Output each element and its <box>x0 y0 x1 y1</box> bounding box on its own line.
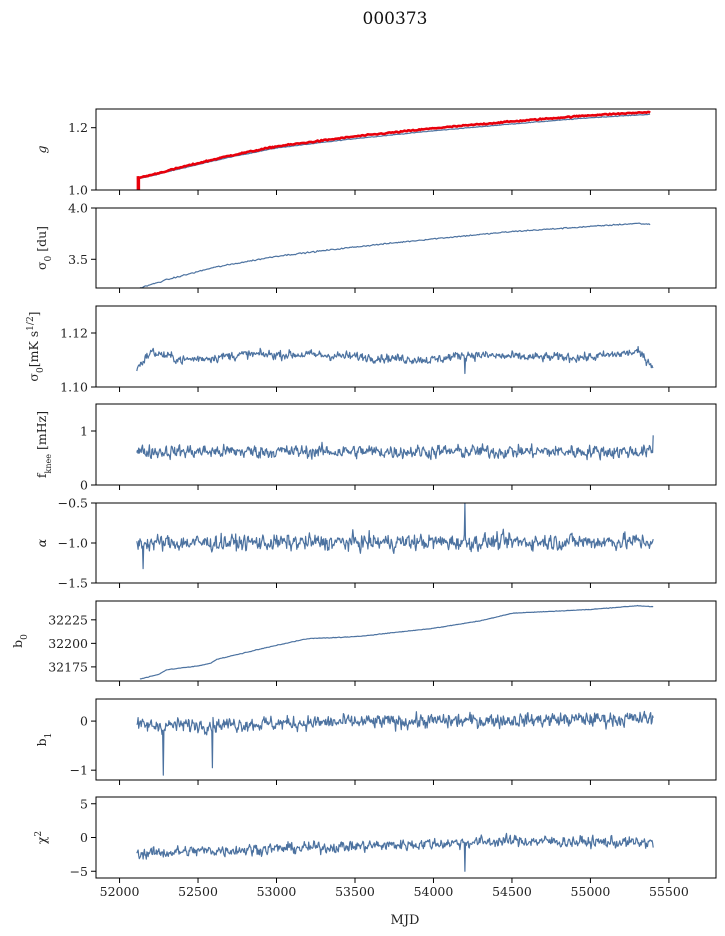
y-tick-label: 32225 <box>48 612 88 627</box>
panel-1: 1.0 1.2 g <box>34 108 717 198</box>
panel-7: −1 0 b1 <box>34 698 717 785</box>
y-tick-label: 3.5 <box>68 252 88 267</box>
series-line-1-1 <box>136 113 651 180</box>
y-tick-label: 0 <box>80 714 88 729</box>
y-axis-label: b1 <box>34 733 54 747</box>
y-tick-label: −5 <box>70 864 88 879</box>
y-tick-label: 0 <box>80 478 88 493</box>
y-tick-label: 1 <box>80 424 88 439</box>
y-tick-label: 32175 <box>48 659 88 674</box>
x-tick-label: 55500 <box>649 884 689 899</box>
panel-4: 0 1 fknee [mHz] <box>34 403 717 493</box>
y-tick-label: 4.0 <box>68 201 88 216</box>
y-tick-label: 32200 <box>48 636 88 651</box>
panel-6: 32175 32200 32225 b0 <box>10 600 717 686</box>
axes-frame <box>95 108 717 191</box>
axes-frame <box>95 698 717 781</box>
x-tick-label: 55000 <box>571 884 611 899</box>
y-tick-label: 1.0 <box>68 183 88 198</box>
axes-frame <box>95 305 717 388</box>
panel-2: 3.5 4.0 σ0 [du] <box>34 201 717 293</box>
y-tick-label: 1.10 <box>60 380 88 395</box>
series-line-2-1 <box>139 222 651 288</box>
y-tick-label: −0.5 <box>58 496 88 511</box>
x-tick-label: 52000 <box>100 884 140 899</box>
x-tick-label: 53000 <box>257 884 297 899</box>
y-axis-label: σ0[mK s1/2] <box>26 311 46 381</box>
y-axis-label: fknee [mHz] <box>34 411 53 478</box>
axes-frame <box>95 403 717 486</box>
y-axis-label: σ0 [du] <box>34 226 54 270</box>
figure-title: 000373 <box>363 9 428 29</box>
x-axis-label: MJD <box>391 913 420 928</box>
axes-frame <box>95 796 717 879</box>
series-line-1-2 <box>136 110 651 179</box>
y-tick-label: 1.2 <box>68 120 88 135</box>
y-axis-label: b0 <box>10 634 30 648</box>
x-tick-label: 54500 <box>492 884 532 899</box>
x-tick-label: 54000 <box>414 884 454 899</box>
panel-3: 1.10 1.12 σ0[mK s1/2] <box>26 305 717 395</box>
y-tick-label: −1.5 <box>58 576 88 591</box>
y-axis-label: χ2 <box>34 831 49 844</box>
x-tick-label: 52500 <box>178 884 218 899</box>
series-line-3-1 <box>136 346 654 375</box>
series-line-8-1 <box>136 832 654 872</box>
axes-frame <box>95 207 717 289</box>
y-axis-label: g <box>34 145 49 153</box>
y-tick-label: −1.0 <box>58 536 88 551</box>
axes-frame <box>95 600 717 682</box>
series-line-5-1 <box>136 503 654 570</box>
series-line-7-1 <box>136 710 654 776</box>
series-line-6-1 <box>139 604 654 680</box>
panel-5: −1.5 −1.0 −0.5 α <box>34 496 717 591</box>
y-tick-label: 0 <box>80 830 88 845</box>
y-tick-label: −1 <box>70 763 88 778</box>
x-tick-label: 53500 <box>335 884 375 899</box>
y-tick-label: 1.12 <box>60 326 88 341</box>
y-axis-label: α <box>34 538 49 547</box>
series-line-4-1 <box>136 435 654 461</box>
y-tick-label: 5 <box>80 796 88 811</box>
panel-8: −5 0 5 52000 52500 53000 53500 54000 54500 55000 5… <box>34 796 717 899</box>
panels: 1.0 1.2 g 3.5 4.0 σ0 [du] 1.10 1.12 σ0[mK s1/2] 0… <box>10 108 717 899</box>
